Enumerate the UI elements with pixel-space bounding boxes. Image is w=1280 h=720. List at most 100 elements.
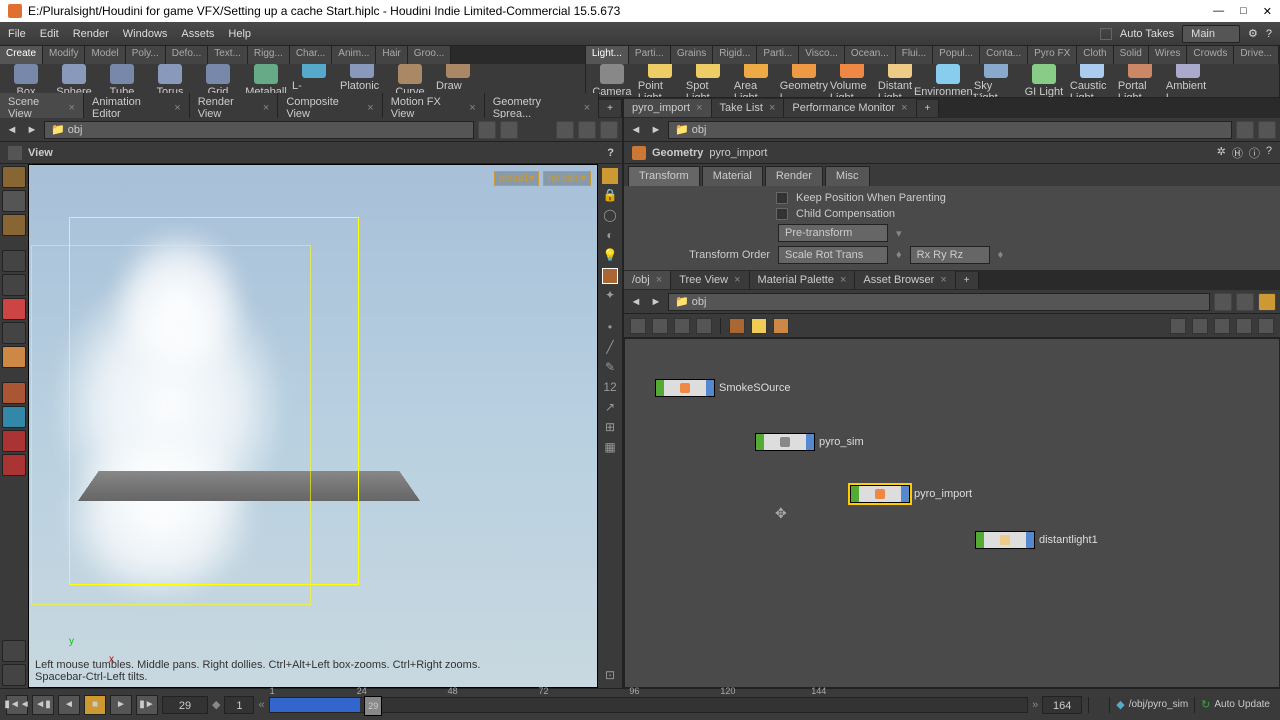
shelf-tab[interactable]: Model	[85, 46, 125, 64]
prim-icon[interactable]: ✎	[602, 360, 618, 376]
param-tab-material[interactable]: Material	[702, 166, 763, 186]
sticky-icon[interactable]	[729, 318, 745, 334]
pin-icon[interactable]	[1236, 121, 1254, 139]
link-icon[interactable]	[500, 121, 518, 139]
arrow-tool[interactable]	[2, 250, 26, 272]
take-selector[interactable]: Main	[1182, 25, 1240, 43]
shelf-tab[interactable]: Modify	[43, 46, 85, 64]
netbox-icon[interactable]	[773, 318, 789, 334]
link-icon[interactable]	[1258, 121, 1276, 139]
flipbook-tool[interactable]	[2, 664, 26, 686]
shelf-tool-environmen-[interactable]: Environmen...	[926, 64, 970, 97]
select-tool[interactable]	[2, 166, 26, 188]
translate-tool[interactable]	[2, 382, 26, 404]
shelf-tab[interactable]: Defo...	[166, 46, 208, 64]
menu-help[interactable]: Help	[228, 28, 251, 40]
shelf-tool-gi-light[interactable]: GI Light	[1022, 64, 1066, 97]
shelf-tool-portal-light[interactable]: Portal Light	[1118, 64, 1162, 97]
shelf-tab[interactable]: Rigid...	[713, 46, 757, 64]
bg-icon[interactable]: ▦	[602, 440, 618, 456]
nav-fwd-icon[interactable]: ►	[24, 122, 40, 138]
pane-tab[interactable]: pyro_import×	[624, 99, 712, 117]
pane-tab[interactable]: Tree View×	[671, 271, 749, 289]
shelf-tab[interactable]: Solid	[1114, 46, 1149, 64]
start-frame-field[interactable]: 1	[224, 696, 254, 714]
timeline-track[interactable]: 29 124487296120144	[269, 697, 1029, 713]
normal-icon[interactable]: ↗	[602, 400, 618, 416]
filter-icon[interactable]: Ⓗ	[1232, 145, 1243, 161]
snap-tool[interactable]	[2, 454, 26, 476]
nav-fwd-icon[interactable]: ►	[648, 294, 664, 310]
find-icon[interactable]	[1258, 318, 1274, 334]
shelf-tab[interactable]: Parti...	[757, 46, 799, 64]
menu-edit[interactable]: Edit	[40, 28, 59, 40]
play-fwd-button[interactable]: ►	[110, 695, 132, 715]
menu-render[interactable]: Render	[73, 28, 109, 40]
prev-key-button[interactable]: ◄▮	[32, 695, 54, 715]
nav-fwd-icon[interactable]: ►	[648, 122, 664, 138]
rot-order-menu[interactable]: Rx Ry Rz	[910, 246, 990, 264]
pane-tab[interactable]: Take List×	[712, 99, 785, 117]
shelf-tab[interactable]: Rigg...	[248, 46, 290, 64]
shelf-tool-sky-light[interactable]: Sky Light	[974, 64, 1018, 97]
note-icon[interactable]	[751, 318, 767, 334]
pin-icon[interactable]	[478, 121, 496, 139]
shelf-tab[interactable]: Popul...	[933, 46, 980, 64]
shelf-tab[interactable]: Drive...	[1234, 46, 1279, 64]
end-frame-field[interactable]: 164	[1042, 696, 1082, 714]
child-comp-checkbox[interactable]	[776, 208, 788, 220]
shelf-tab[interactable]: Parti...	[629, 46, 671, 64]
layout-icon[interactable]	[1170, 318, 1186, 334]
shelf-tab[interactable]: Flui...	[896, 46, 933, 64]
node-distantlight1[interactable]: distantlight1	[975, 531, 1098, 549]
transform-order-menu[interactable]: Scale Rot Trans	[778, 246, 888, 264]
num-icon[interactable]: 12	[602, 380, 618, 396]
snap-grid-icon[interactable]	[1214, 318, 1230, 334]
shelf-tool-spot-light[interactable]: Spot Light	[686, 64, 730, 97]
next-key-button[interactable]: ▮►	[136, 695, 158, 715]
menu-assets[interactable]: Assets	[181, 28, 214, 40]
new-tab-button[interactable]: +	[917, 100, 940, 117]
table-mode-icon[interactable]	[696, 318, 712, 334]
quickmark-icon[interactable]	[1258, 293, 1276, 311]
ghost-icon[interactable]: ◐	[602, 228, 618, 244]
shelf-tab[interactable]: Grains	[671, 46, 713, 64]
shelf-tool-volume-light[interactable]: Volume Light	[830, 64, 874, 97]
scene-view-path[interactable]: 📁 obj	[44, 121, 474, 139]
shelf-tab[interactable]: Groo...	[408, 46, 452, 64]
menu-windows[interactable]: Windows	[123, 28, 168, 40]
region-tool[interactable]	[2, 274, 26, 296]
grid-mode-icon[interactable]	[674, 318, 690, 334]
node-pyro_import[interactable]: pyro_import	[850, 485, 972, 503]
snap-icon[interactable]	[600, 121, 618, 139]
shelf-tab[interactable]: Wires	[1149, 46, 1188, 64]
cam-selector[interactable]: no cam▾	[543, 171, 591, 186]
first-frame-button[interactable]: ▮◄◄	[6, 695, 28, 715]
shelf-tab[interactable]: Conta...	[980, 46, 1028, 64]
node-SmokeSOurce[interactable]: SmokeSOurce	[655, 379, 791, 397]
shelf-tab[interactable]: Visco...	[799, 46, 845, 64]
shelf-tab[interactable]: Char...	[290, 46, 332, 64]
rotate-tool[interactable]	[2, 406, 26, 428]
minimize-button[interactable]: —	[1213, 5, 1224, 18]
shade-icon[interactable]	[602, 168, 618, 184]
play-back-button[interactable]: ◄	[58, 695, 80, 715]
pretransform-menu[interactable]: Pre-transform	[778, 224, 888, 242]
param-tab-render[interactable]: Render	[765, 166, 823, 186]
help-icon[interactable]: ?	[1266, 145, 1272, 161]
auto-takes-checkbox[interactable]	[1100, 28, 1112, 40]
pane-tab[interactable]: Material Palette×	[750, 271, 856, 289]
nav-back-icon[interactable]: ◄	[628, 122, 644, 138]
shelf-tab[interactable]: Pyro FX	[1028, 46, 1077, 64]
shelf-tab[interactable]: Ocean...	[845, 46, 896, 64]
dot-icon[interactable]: •	[602, 320, 618, 336]
align-icon[interactable]	[1192, 318, 1208, 334]
light-icon[interactable]: 💡	[602, 248, 618, 264]
move-tool[interactable]	[2, 214, 26, 236]
param-path[interactable]: 📁 obj	[668, 121, 1232, 139]
nav-back-icon[interactable]: ◄	[4, 122, 20, 138]
pin-icon[interactable]	[1214, 293, 1232, 311]
node-name-field[interactable]: pyro_import	[709, 147, 767, 159]
scale-tool[interactable]	[2, 430, 26, 452]
new-tab-button[interactable]: +	[599, 100, 622, 117]
